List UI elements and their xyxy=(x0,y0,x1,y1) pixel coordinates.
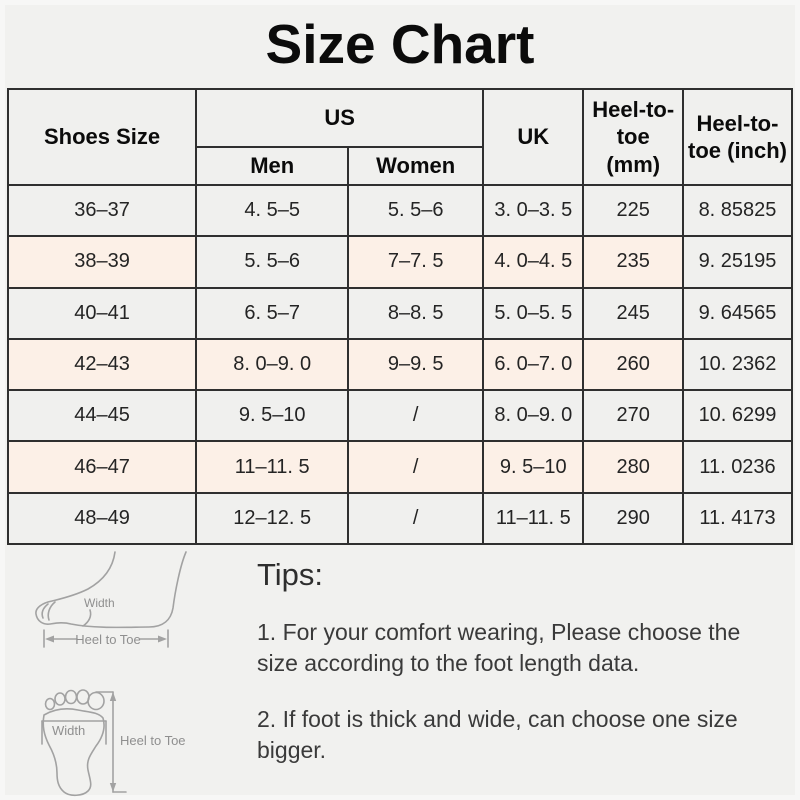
cell-heel-inch: 10. 2362 xyxy=(682,337,793,392)
foot-print-diagram: Width Heel to Toe xyxy=(41,689,186,797)
cell-heel-mm: 260 xyxy=(582,337,684,392)
cell-shoes-size: 48–49 xyxy=(6,491,198,546)
cell-us-men: 5. 5–6 xyxy=(195,235,350,289)
header-heel-inch: Heel-to-toe (inch) xyxy=(682,88,793,186)
toe-detail-line xyxy=(47,601,56,621)
cell-heel-inch: 9. 64565 xyxy=(682,286,793,340)
table-row: 38–39 5. 5–6 7–7. 5 4. 0–4. 5 235 9. 251… xyxy=(6,235,793,289)
cell-us-women: 7–7. 5 xyxy=(347,235,485,289)
cell-us-women: 8–8. 5 xyxy=(347,286,485,340)
cell-heel-mm: 270 xyxy=(582,389,684,443)
arrow-down xyxy=(109,783,117,792)
cell-us-women: 9–9. 5 xyxy=(347,337,485,392)
cell-heel-mm: 280 xyxy=(582,440,684,494)
header-us: US xyxy=(195,88,485,148)
cell-heel-mm: 245 xyxy=(582,286,684,340)
arrow-right xyxy=(158,635,167,643)
big-toe xyxy=(87,691,105,711)
table-row: 44–45 9. 5–10 / 8. 0–9. 0 270 10. 6299 xyxy=(6,389,793,443)
cell-us-men: 9. 5–10 xyxy=(195,389,350,443)
cell-uk: 3. 0–3. 5 xyxy=(482,183,585,238)
cell-heel-inch: 10. 6299 xyxy=(682,389,793,443)
cell-uk: 6. 0–7. 0 xyxy=(482,337,585,392)
cell-heel-mm: 235 xyxy=(582,235,684,289)
cell-heel-inch: 8. 85825 xyxy=(682,183,793,238)
header-men: Men xyxy=(195,146,350,186)
cell-shoes-size: 40–41 xyxy=(6,286,198,340)
width-label: Width xyxy=(52,723,85,738)
cell-us-men: 8. 0–9. 0 xyxy=(195,337,350,392)
cell-shoes-size: 36–37 xyxy=(6,183,198,238)
header-row-1: Shoes Size US UK Heel-to-toe (mm) Heel-t… xyxy=(6,88,793,186)
toe xyxy=(44,697,56,711)
cell-us-men: 12–12. 5 xyxy=(195,491,350,546)
cell-us-women: / xyxy=(347,440,485,494)
table-row: 40–41 6. 5–7 8–8. 5 5. 0–5. 5 245 9. 645… xyxy=(6,286,793,340)
table-row: 36–37 4. 5–5 5. 5–6 3. 0–3. 5 225 8. 858… xyxy=(6,183,793,238)
arrow-left xyxy=(45,635,54,643)
cell-shoes-size: 44–45 xyxy=(6,389,198,443)
toe xyxy=(76,689,90,705)
bottom-section: Width Heel to Toe Width Heel to xyxy=(0,545,800,800)
cell-shoes-size: 38–39 xyxy=(6,235,198,289)
cell-heel-mm: 225 xyxy=(582,183,684,238)
cell-heel-inch: 9. 25195 xyxy=(682,235,793,289)
tip-item-2: 2. If foot is thick and wide, can choose… xyxy=(257,705,738,763)
toe-detail-line xyxy=(41,603,49,619)
cell-heel-mm: 290 xyxy=(582,491,684,546)
cell-us-women: 5. 5–6 xyxy=(347,183,485,238)
cell-uk: 8. 0–9. 0 xyxy=(482,389,585,443)
table-row: 46–47 11–11. 5 / 9. 5–10 280 11. 0236 xyxy=(6,440,793,494)
cell-shoes-size: 42–43 xyxy=(6,337,198,392)
table-row: 48–49 12–12. 5 / 11–11. 5 290 11. 4173 xyxy=(6,491,793,546)
toe xyxy=(54,692,66,706)
header-women: Women xyxy=(347,146,485,186)
cell-heel-inch: 11. 0236 xyxy=(682,440,793,494)
arrow-up xyxy=(109,692,117,701)
tips-section: Tips: 1. For your comfort wearing, Pleas… xyxy=(257,557,785,766)
cell-us-men: 4. 5–5 xyxy=(195,183,350,238)
cell-uk: 4. 0–4. 5 xyxy=(482,235,585,289)
cell-heel-inch: 11. 4173 xyxy=(682,491,793,546)
tip-item-1: 1. For your comfort wearing, Please choo… xyxy=(257,619,741,677)
cell-us-men: 11–11. 5 xyxy=(195,440,350,494)
cell-uk: 9. 5–10 xyxy=(482,440,585,494)
heel-to-toe-label: Heel to Toe xyxy=(120,733,186,748)
header-uk: UK xyxy=(482,88,585,186)
width-label: Width xyxy=(84,596,115,610)
footprint-outline xyxy=(42,708,105,797)
header-heel-mm: Heel-to-toe (mm) xyxy=(582,88,684,186)
foot-side-view-diagram: Width Heel to Toe xyxy=(35,551,187,648)
cell-us-women: / xyxy=(347,389,485,443)
width-pointer-line xyxy=(82,609,92,627)
header-shoes-size: Shoes Size xyxy=(6,88,198,186)
cell-us-women: / xyxy=(347,491,485,546)
page-title: Size Chart xyxy=(265,13,535,75)
header-row-2: Men Women xyxy=(8,146,792,186)
cell-uk: 11–11. 5 xyxy=(482,491,585,546)
toe xyxy=(64,689,78,705)
table-row: 42–43 8. 0–9. 0 9–9. 5 6. 0–7. 0 260 10.… xyxy=(6,337,793,392)
foot-side-outline xyxy=(35,551,187,629)
cell-us-men: 6. 5–7 xyxy=(195,286,350,340)
cell-uk: 5. 0–5. 5 xyxy=(482,286,585,340)
tips-title: Tips: xyxy=(257,557,324,592)
heel-to-toe-label: Heel to Toe xyxy=(75,632,141,647)
cell-shoes-size: 46–47 xyxy=(6,440,198,494)
size-table: Shoes Size US UK Heel-to-toe (mm) Heel-t… xyxy=(6,88,793,546)
